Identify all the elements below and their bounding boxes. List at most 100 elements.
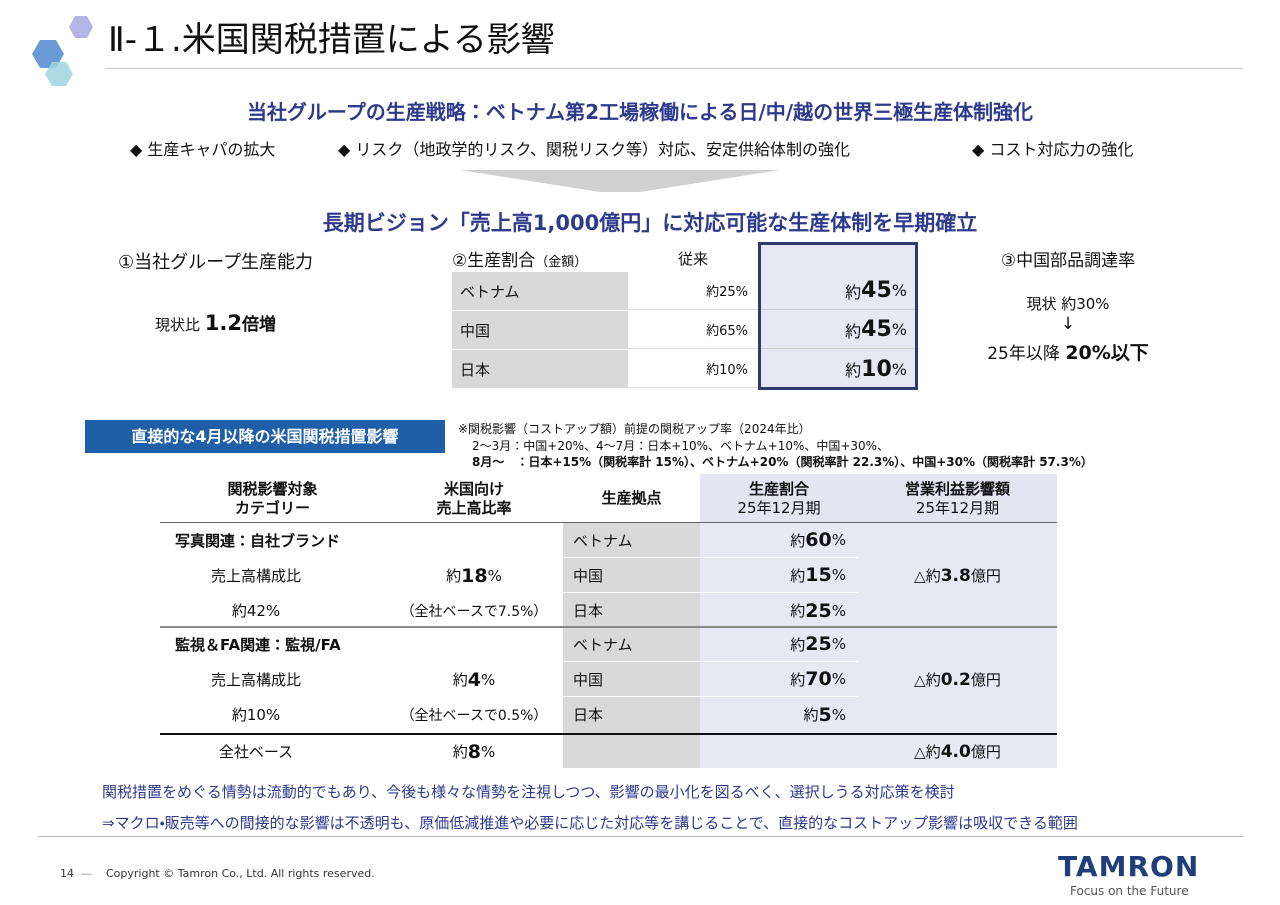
logo-hexagons bbox=[32, 16, 93, 86]
col-header: 従来 bbox=[677, 249, 708, 268]
unit: 億円 bbox=[970, 743, 1001, 761]
ratio: 約10% bbox=[231, 706, 281, 724]
prefix: 約 bbox=[790, 670, 806, 689]
bullet: ◆ 生産キャパの拡大 bbox=[130, 140, 276, 159]
footer-rule bbox=[38, 836, 1243, 837]
prefix: 約 bbox=[790, 635, 806, 654]
prefix: 約 bbox=[446, 567, 462, 585]
total-impact: △約 4.0 億円 bbox=[858, 735, 1057, 768]
rule bbox=[160, 626, 1057, 628]
country: 中国 bbox=[452, 311, 628, 349]
ratio-label: 売上高構成比 bbox=[210, 567, 301, 585]
prefix: 約 bbox=[803, 706, 819, 724]
col-header: 関税影響対象 カテゴリー bbox=[160, 474, 385, 523]
prefix: △約 bbox=[914, 671, 941, 689]
prefix: 約 bbox=[845, 361, 862, 380]
prefix: 約 bbox=[452, 671, 468, 689]
prefix: △約 bbox=[914, 567, 941, 585]
title: Ⅱ-１.米国関税措置による影響 bbox=[108, 20, 555, 60]
col-header: 生産割合 25年12月期 bbox=[700, 474, 858, 523]
unit: 億円 bbox=[970, 671, 1001, 689]
country: ベトナム bbox=[452, 272, 628, 310]
col-bg bbox=[563, 523, 700, 768]
unit: % bbox=[831, 566, 846, 584]
prefix: 約 bbox=[790, 531, 806, 550]
value: 18 bbox=[461, 564, 488, 587]
value: 3.8 bbox=[940, 565, 971, 586]
share: 約 70% bbox=[700, 662, 858, 697]
col-header: 営業利益影響額 25年12月期 bbox=[858, 474, 1057, 523]
header-line: 米国向け bbox=[443, 479, 504, 498]
unit: % bbox=[831, 635, 846, 653]
footer: 14 — Copyright © Tamron Co., Ltd. All ri… bbox=[60, 867, 375, 880]
ratio-label: 売上高構成比 bbox=[210, 671, 301, 689]
target-prefix: 25年以降 bbox=[987, 344, 1060, 364]
prefix: 約 bbox=[452, 743, 468, 761]
header-line: 生産拠点 bbox=[601, 489, 662, 507]
conclusion: 関税措置をめぐる情勢は流動的でもあり、今後も様々な情勢を注視しつつ、影響の最小化… bbox=[102, 783, 955, 801]
unit: % bbox=[831, 601, 846, 620]
rule bbox=[160, 522, 1057, 523]
total-us: 約 8% bbox=[385, 735, 563, 768]
strategy-heading: 当社グループの生産戦略：ベトナム第2工場稼働による日/中/越の世界三極生産体制強… bbox=[246, 100, 1034, 124]
header-bg bbox=[700, 474, 1057, 523]
site: 中国 bbox=[563, 662, 700, 697]
unit: % bbox=[891, 281, 907, 300]
site: ベトナム bbox=[563, 523, 700, 558]
unit: % bbox=[831, 705, 846, 724]
value: 5 bbox=[818, 703, 832, 726]
vision: 長期ビジョン「売上高1,000億円」に対応可能な生産体制を早期確立 bbox=[322, 211, 978, 235]
logo: TAMRON bbox=[1058, 850, 1200, 883]
value: 70 bbox=[805, 668, 832, 690]
value: 0.2 bbox=[940, 669, 971, 690]
value: 4 bbox=[467, 668, 481, 691]
header-line: 生産割合 bbox=[748, 479, 809, 498]
bullet: ◆ リスク（地政学的リスク、関税リスク等）対応、安定供給体制の強化 bbox=[338, 140, 850, 159]
value: 10 bbox=[861, 356, 892, 382]
share: 約 25% bbox=[700, 627, 858, 662]
unit: % bbox=[891, 359, 907, 379]
section-title: ③中国部品調達率 bbox=[1000, 251, 1136, 271]
before: 約25% bbox=[628, 272, 758, 310]
us-ratio: 約 18% bbox=[385, 558, 563, 593]
value: 8 bbox=[467, 740, 481, 763]
note: 2～3月：中国+20%、4～7月：日本+10%、ベトナム+10%、中国+30%、 bbox=[472, 439, 890, 453]
page-number: 14 bbox=[60, 867, 74, 880]
value: 25 bbox=[805, 599, 832, 622]
ratio: 約42% bbox=[231, 602, 281, 620]
title-rule bbox=[105, 68, 1243, 69]
unit: % bbox=[891, 320, 907, 339]
after: 約 10% bbox=[761, 350, 915, 388]
section-title: ①当社グループ生産能力 bbox=[118, 252, 314, 273]
down-arrow bbox=[460, 170, 780, 192]
impact: △約 3.8 億円 bbox=[858, 523, 1057, 628]
prefix: 約 bbox=[790, 566, 806, 585]
note: 8月～ ：日本+15%（関税率計 15%）、ベトナム+20%（関税率計 22.3… bbox=[472, 455, 1093, 469]
header-line: 売上高比率 bbox=[436, 498, 512, 517]
header-line: カテゴリー bbox=[234, 498, 310, 517]
impact: △約 0.2 億円 bbox=[858, 627, 1057, 732]
site: 日本 bbox=[573, 706, 604, 724]
note: ※関税影響（コストアップ額）前提の関税アップ率（2024年比） bbox=[458, 422, 811, 436]
after: 約 45% bbox=[761, 272, 915, 310]
copyright: Copyright © Tamron Co., Ltd. All rights … bbox=[106, 867, 375, 880]
col-header: 生産拠点 bbox=[563, 474, 700, 523]
current: 現状 約30% bbox=[1026, 295, 1110, 313]
target-value: 20%以下 bbox=[1065, 342, 1149, 364]
target: 25年以降 20%以下 bbox=[958, 338, 1178, 365]
value: 60 bbox=[805, 529, 832, 551]
title: ②生産割合 bbox=[452, 251, 536, 271]
value: 1.2 bbox=[204, 311, 242, 335]
unit: 倍増 bbox=[242, 315, 276, 335]
country: 日本 bbox=[452, 350, 628, 388]
prefix: 約 bbox=[845, 321, 862, 341]
unit: % bbox=[487, 566, 502, 585]
before: 約10% bbox=[628, 350, 758, 388]
unit: % bbox=[480, 670, 496, 689]
value: 15 bbox=[805, 564, 832, 586]
col-header: 米国向け 売上高比率 bbox=[385, 474, 563, 523]
separator: — bbox=[81, 867, 92, 880]
after: 約 45% bbox=[761, 311, 915, 349]
